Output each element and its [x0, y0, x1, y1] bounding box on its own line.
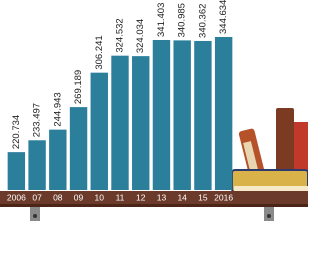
chart: 220.734 2006 233.497 07 244.943 08 269.189 09 30…: [0, 0, 308, 260]
bar: [132, 56, 149, 190]
x-tick-label: 11: [116, 192, 125, 202]
x-tick-label: 14: [177, 192, 187, 202]
bar: [215, 37, 232, 190]
bar: [173, 40, 190, 190]
value-label: 220.734: [11, 115, 22, 149]
bar: [111, 56, 128, 190]
shelf-edge: [0, 204, 308, 207]
bar: [49, 130, 66, 190]
x-tick-label: 15: [198, 192, 208, 202]
value-label: 244.943: [52, 92, 63, 126]
bar: [91, 73, 108, 190]
value-label: 233.497: [32, 103, 43, 137]
x-tick-label: 13: [157, 192, 167, 202]
x-tick-label: 2016: [214, 192, 233, 202]
value-label: 324.532: [115, 18, 126, 52]
value-label: 344.634: [218, 0, 229, 34]
value-label: 341.403: [156, 3, 167, 37]
bar: [194, 41, 211, 190]
value-label: 324.034: [135, 19, 146, 53]
bar: [8, 152, 25, 190]
shelf: [0, 191, 308, 204]
bar: [153, 40, 170, 190]
bar: [28, 140, 45, 190]
value-label: 340.362: [197, 4, 208, 38]
x-tick-label: 09: [74, 192, 84, 202]
x-tick-label: 12: [136, 192, 146, 202]
x-tick-label: 07: [32, 192, 42, 202]
value-label: 269.189: [73, 70, 84, 104]
x-tick-label: 08: [53, 192, 63, 202]
shelf-bracket: [30, 207, 274, 221]
bar: [70, 107, 87, 190]
x-tick-label: 10: [95, 192, 105, 202]
value-label: 306.241: [94, 35, 105, 69]
books-illustration: [232, 108, 308, 196]
x-tick-label: 2006: [7, 192, 26, 202]
value-label: 340.985: [177, 3, 188, 37]
